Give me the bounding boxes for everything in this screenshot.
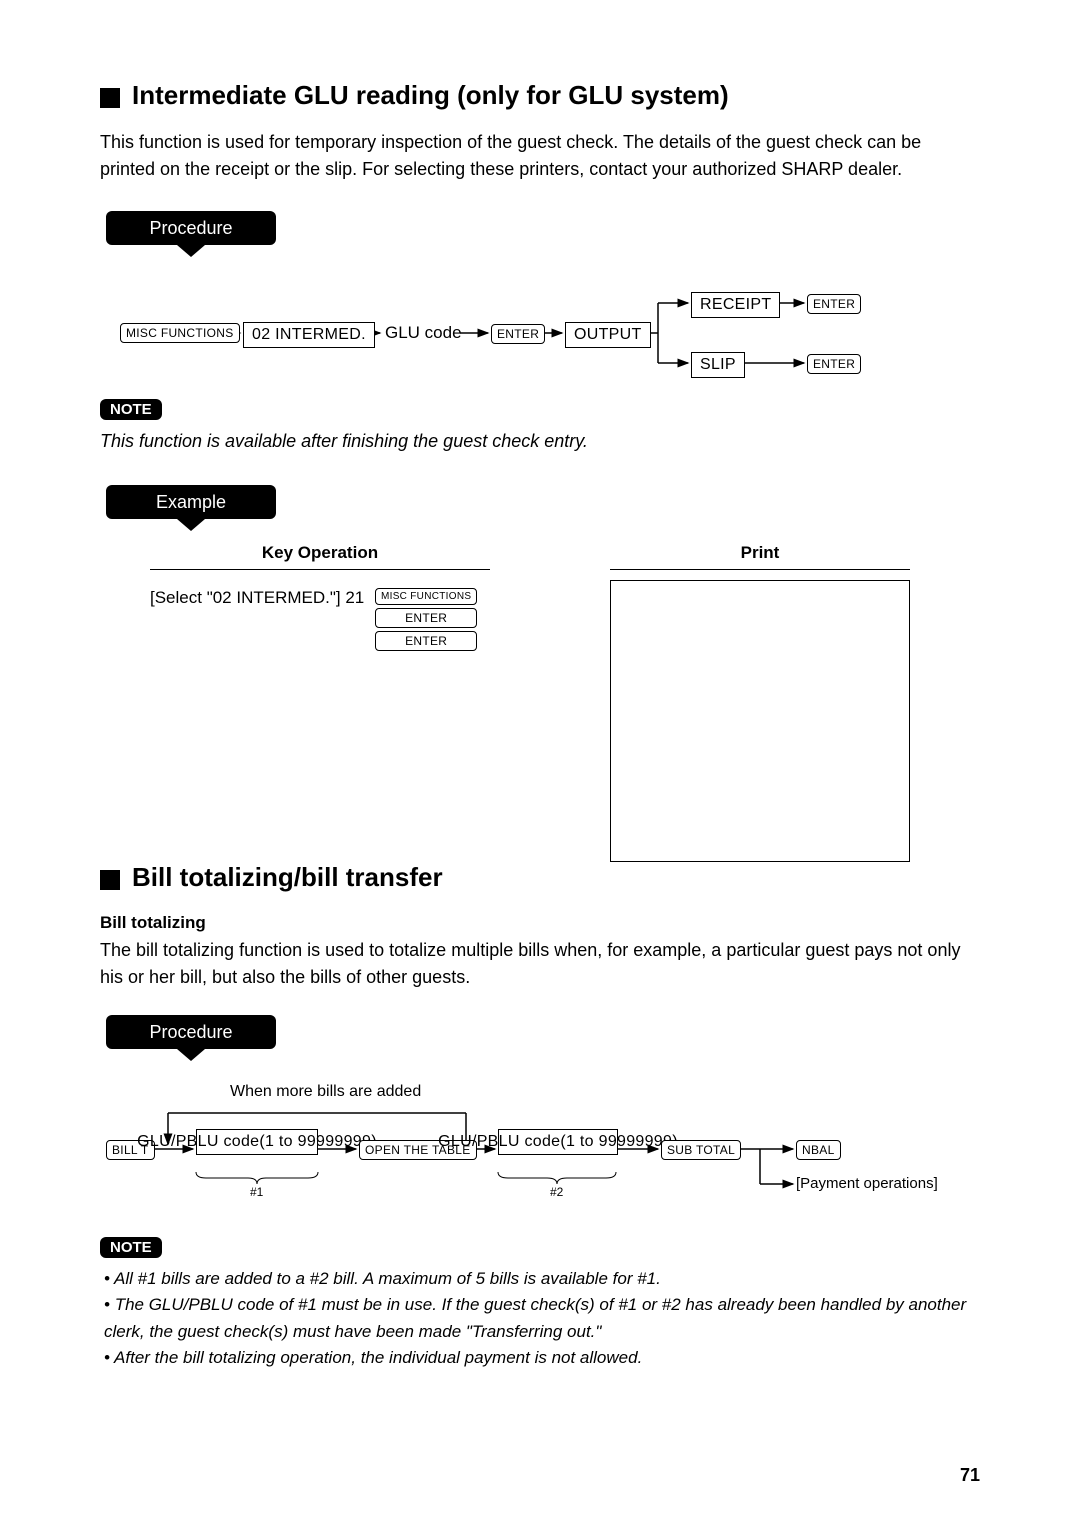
misc-functions-key-2: MISC FUNCTIONS xyxy=(375,588,477,605)
procedure-label: Procedure xyxy=(106,211,276,245)
bullet-square-icon-2 xyxy=(100,870,120,890)
enter-key-4: ENTER xyxy=(375,608,477,628)
glu-pblu-2-line1: GLU/PBLU code xyxy=(438,1133,560,1151)
enter-key-1: ENTER xyxy=(491,324,545,344)
example-label-text: Example xyxy=(156,492,226,513)
section-heading: Intermediate GLU reading (only for GLU s… xyxy=(100,80,980,111)
hash2-label: #2 xyxy=(550,1185,563,1199)
enter-key-5: ENTER xyxy=(375,631,477,651)
diagram-intermediate-glu: MISC FUNCTIONS 02 INTERMED. GLU code ENT… xyxy=(100,273,980,393)
sub-total-key: SUB TOTAL xyxy=(661,1140,741,1160)
when-more-text: When more bills are added xyxy=(230,1083,421,1101)
enter-key-3: ENTER xyxy=(807,354,861,374)
section-body: This function is used for temporary insp… xyxy=(100,129,980,183)
procedure-label-text-2: Procedure xyxy=(149,1022,232,1043)
note-list-2: All #1 bills are added to a #2 bill. A m… xyxy=(100,1266,980,1371)
output-box: OUTPUT xyxy=(565,322,651,348)
note2-item-2: The GLU/PBLU code of #1 must be in use. … xyxy=(104,1292,980,1345)
glu-code-text: GLU code xyxy=(385,323,462,343)
receipt-box: RECEIPT xyxy=(691,292,780,318)
intermed-box: 02 INTERMED. xyxy=(243,322,375,348)
example-label: Example xyxy=(106,485,276,519)
glu-pblu-1-line1: GLU/PBLU code xyxy=(137,1133,259,1151)
slip-box: SLIP xyxy=(691,352,745,378)
enter-key-2: ENTER xyxy=(807,294,861,314)
glu-pblu-box-2: GLU/PBLU code (1 to 99999999) xyxy=(498,1129,618,1155)
bill-totalizing-body: The bill totalizing function is used to … xyxy=(100,937,980,991)
procedure-label-text: Procedure xyxy=(149,218,232,239)
note2-item-1: All #1 bills are added to a #2 bill. A m… xyxy=(104,1266,980,1292)
glu-pblu-box-1: GLU/PBLU code (1 to 99999999) xyxy=(196,1129,318,1155)
procedure-label-2: Procedure xyxy=(106,1015,276,1049)
note-text-1: This function is available after finishi… xyxy=(100,428,980,455)
print-output-box xyxy=(610,580,910,862)
misc-functions-key: MISC FUNCTIONS xyxy=(120,323,240,343)
select-intermed-text: [Select "02 INTERMED."] 21 xyxy=(150,588,364,607)
bill-totalizing-subhead: Bill totalizing xyxy=(100,913,980,933)
key-operation-body: [Select "02 INTERMED."] 21 MISC FUNCTION… xyxy=(150,588,490,651)
bullet-square-icon xyxy=(100,88,120,108)
diagram-bill-totalizing: When more bills are added BILL T GLU/PBL… xyxy=(100,1069,980,1219)
note-label-1: NOTE xyxy=(100,399,162,420)
note-label-2: NOTE xyxy=(100,1237,162,1258)
payment-ops-text: [Payment operations] xyxy=(796,1175,938,1192)
print-head: Print xyxy=(610,537,910,570)
nbal-key: NBAL xyxy=(796,1140,841,1160)
note2-item-3: After the bill totalizing operation, the… xyxy=(104,1345,980,1371)
page-number: 71 xyxy=(960,1465,980,1486)
section-heading-2: Bill totalizing/bill transfer xyxy=(100,862,980,893)
section-title: Intermediate GLU reading (only for GLU s… xyxy=(132,80,729,111)
example-area: Key Operation [Select "02 INTERMED."] 21… xyxy=(100,537,980,862)
key-operation-head: Key Operation xyxy=(150,537,490,570)
hash1-label: #1 xyxy=(250,1185,263,1199)
section-title-2: Bill totalizing/bill transfer xyxy=(132,862,443,893)
